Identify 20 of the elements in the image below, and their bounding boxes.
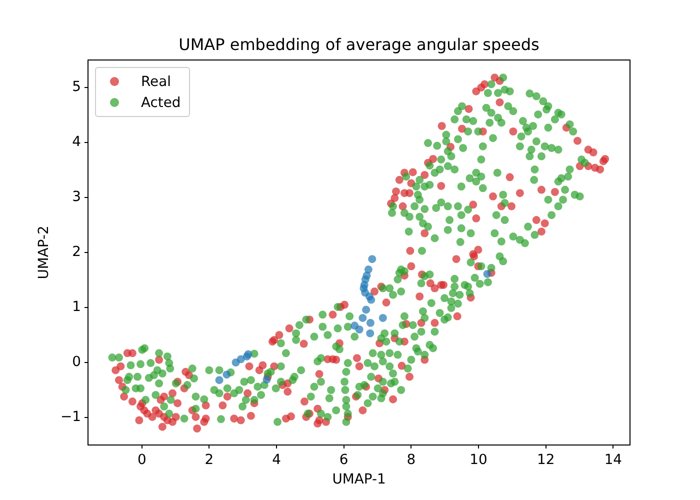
y-tick-label: 1	[72, 299, 81, 316]
y-tick-label: 5	[72, 79, 81, 96]
x-tick-label: 12	[536, 452, 555, 468]
x-tick-label: 2	[204, 452, 214, 468]
x-tick-label: 6	[339, 452, 348, 468]
y-axis-title: UMAP-2	[36, 226, 52, 280]
legend-label: Acted	[141, 94, 181, 110]
y-tick-label: 4	[72, 134, 82, 150]
y-tick-label: 3	[72, 189, 81, 206]
x-tick-label: 8	[406, 452, 416, 468]
x-tick-label: 14	[604, 452, 622, 468]
x-tick-label: 0	[137, 452, 146, 468]
x-tick-label: 10	[470, 452, 488, 468]
y-tick-label: 0	[72, 354, 81, 370]
chart-title: UMAP embedding of average angular speeds	[178, 34, 540, 54]
x-axis-title: UMAP-1	[332, 471, 386, 488]
y-tick-label: 2	[72, 244, 81, 260]
y-tick-label: −1	[60, 409, 81, 426]
legend-label: Real	[141, 74, 171, 90]
x-tick-label: 4	[272, 452, 282, 468]
